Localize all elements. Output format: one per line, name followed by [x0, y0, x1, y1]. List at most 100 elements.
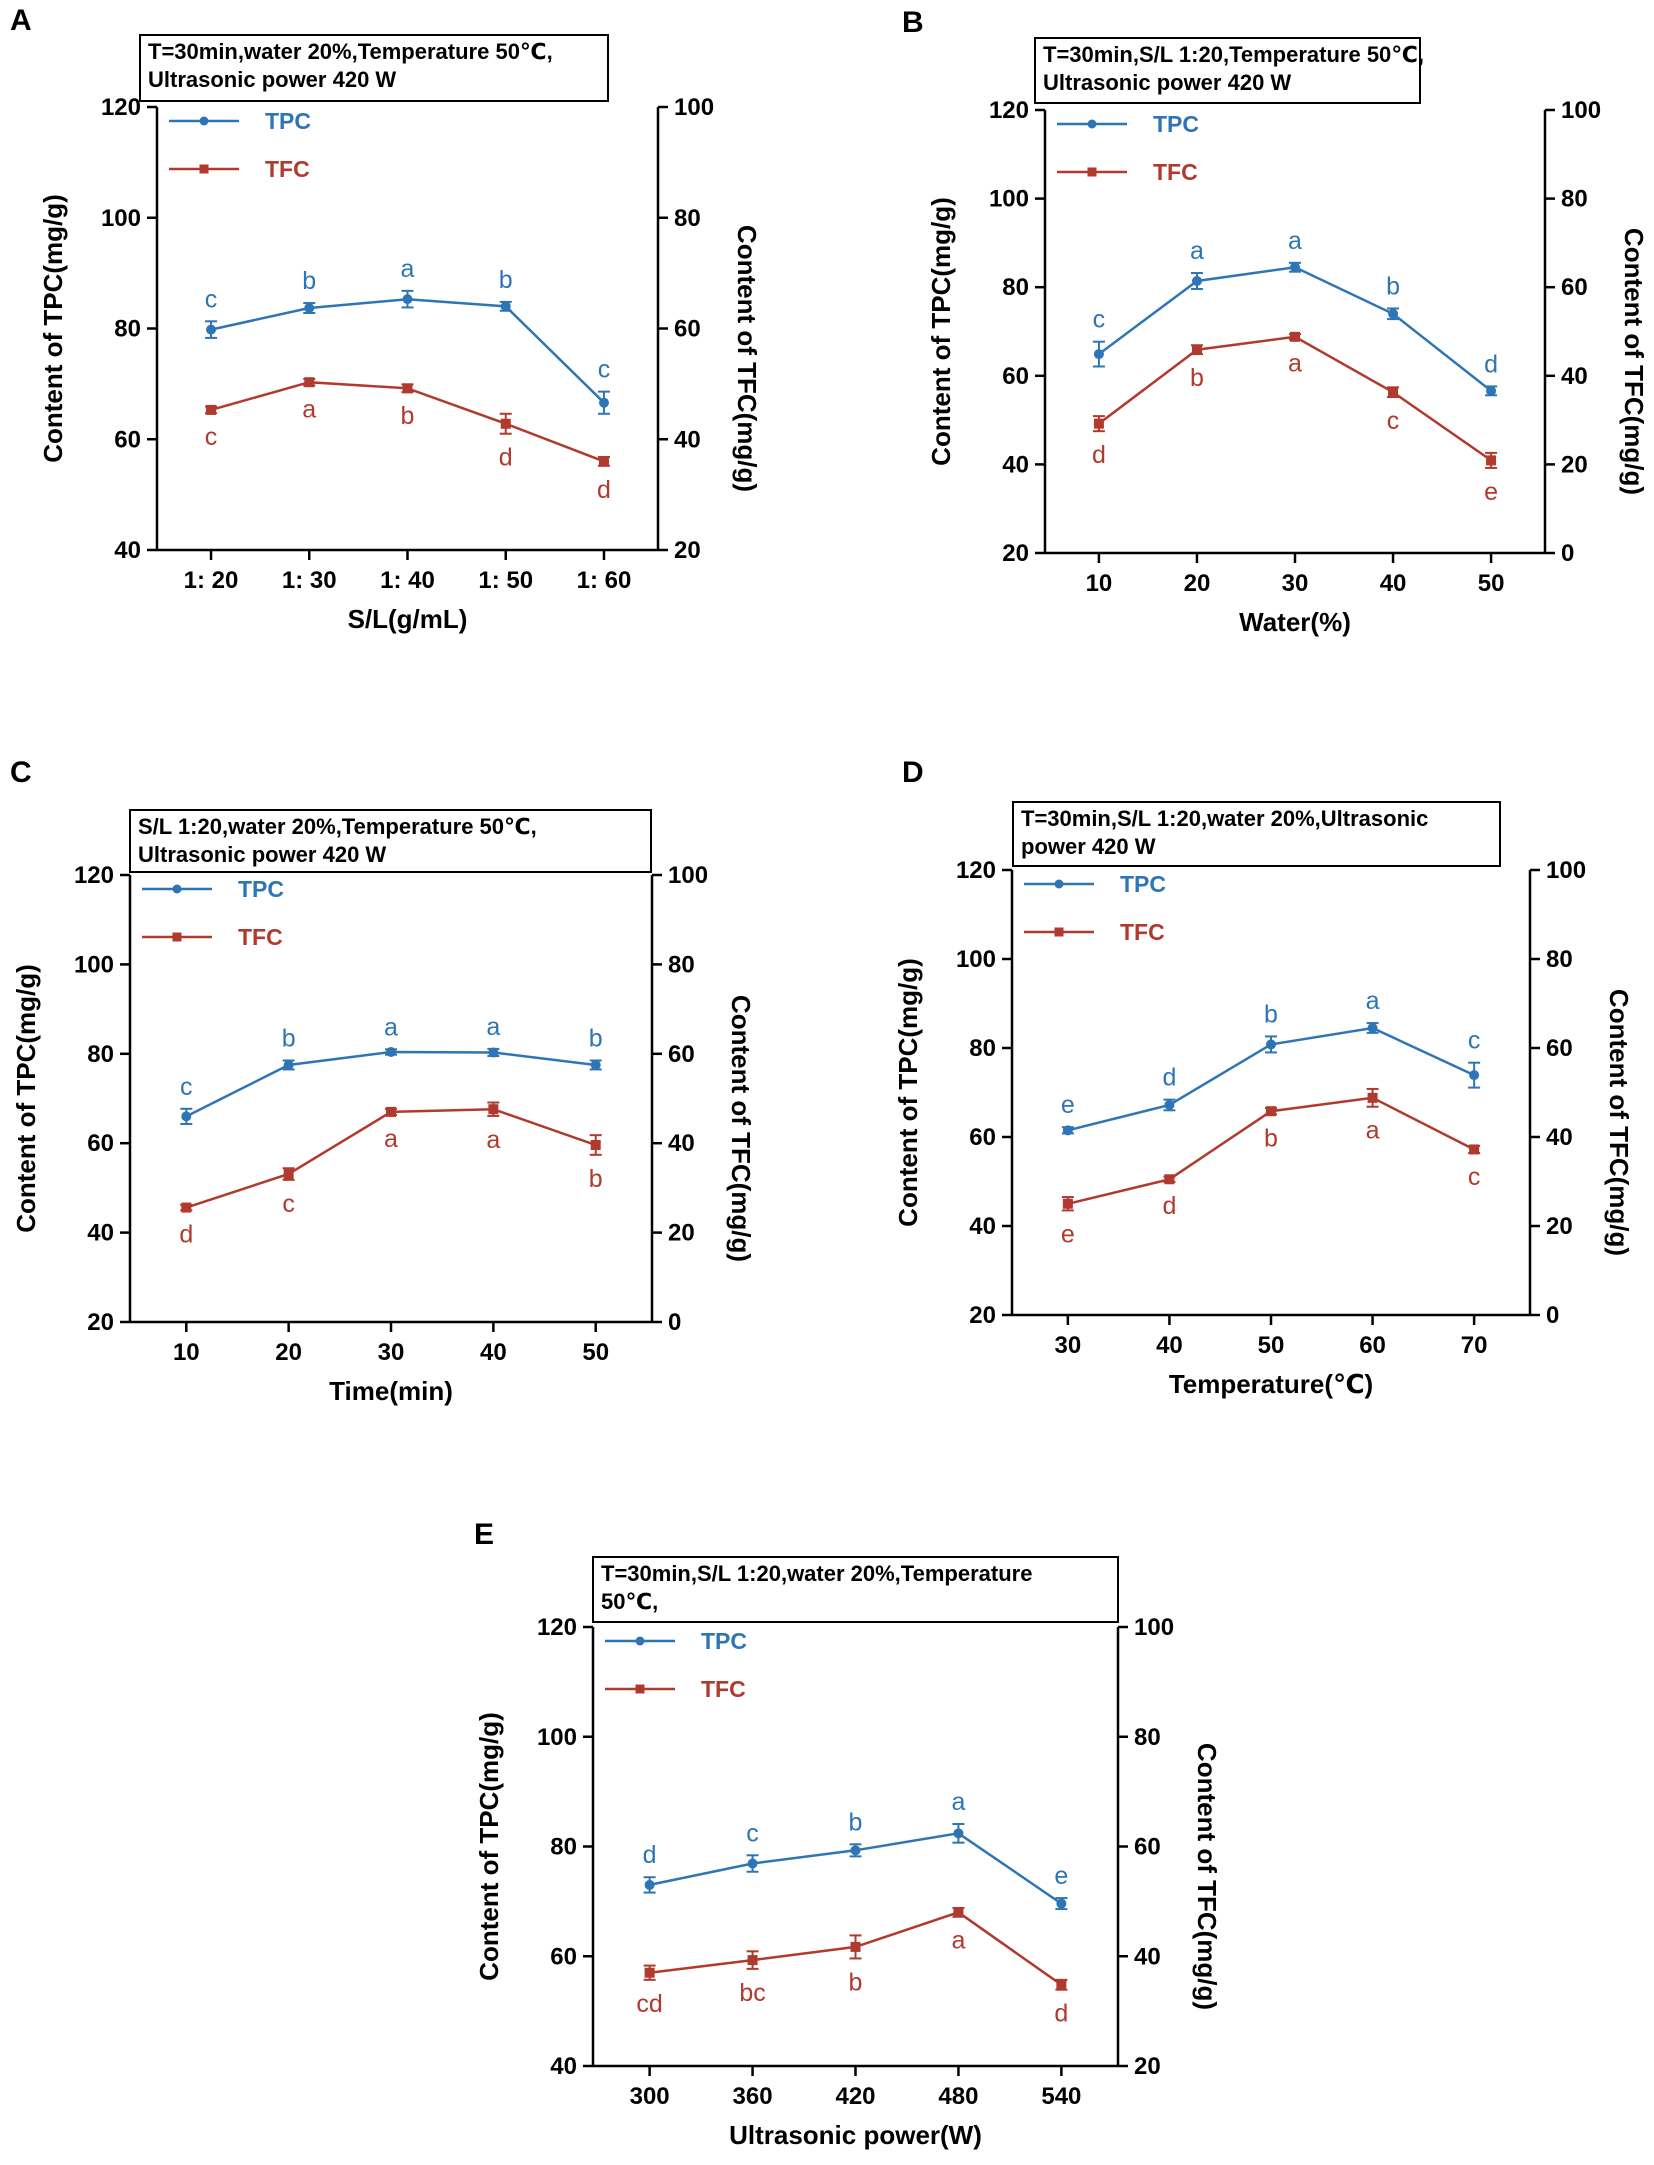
tpc-point: [1469, 1070, 1480, 1081]
tpc-sig-label: d: [643, 1841, 657, 1869]
right-tick-label: 60: [674, 316, 701, 343]
tpc-point: [1062, 1125, 1073, 1136]
condition-text-line: Ultrasonic power 420 W: [1043, 70, 1291, 95]
x-tick-label: 40: [1380, 570, 1407, 597]
right-tick-label: 60: [1134, 1834, 1161, 1861]
left-tick-label: 120: [101, 94, 141, 121]
x-tick-label: 50: [582, 1339, 609, 1366]
tfc-sig-label: b: [401, 402, 415, 430]
left-tick-label: 40: [969, 1213, 996, 1240]
tpc-sig-label: c: [1093, 306, 1106, 334]
legend-marker-tpc: [1087, 119, 1097, 129]
tfc-sig-label: c: [205, 423, 218, 451]
tpc-point: [644, 1879, 655, 1890]
x-axis-title: Water(%): [1239, 607, 1351, 637]
tpc-point: [1266, 1039, 1276, 1050]
x-tick-label: 40: [480, 1339, 507, 1366]
tpc-point: [386, 1047, 396, 1058]
legend-marker-tfc: [1054, 927, 1064, 937]
left-tick-label: 40: [1002, 451, 1029, 478]
tfc-point: [1093, 418, 1104, 429]
tpc-sig-label: c: [598, 356, 611, 384]
left-tick-label: 20: [1002, 540, 1029, 567]
tfc-sig-label: d: [1162, 1192, 1176, 1220]
tfc-point: [590, 1139, 601, 1150]
x-tick-label: 1: 20: [184, 567, 239, 594]
legend-label-tfc: TFC: [701, 1676, 746, 1702]
legend-marker-tfc: [199, 164, 209, 174]
chart-panel-a: A T=30min,water 20%,Temperature 50℃, Ultra…: [10, 4, 762, 634]
x-tick-label: 30: [378, 1339, 405, 1366]
x-tick-label: 300: [630, 2083, 670, 2110]
tfc-point: [1191, 344, 1202, 355]
condition-text-line: T=30min,S/L 1:20,Temperature 50℃,: [1043, 42, 1424, 67]
panel-letter: E: [474, 1518, 494, 1551]
tfc-sig-label: a: [1366, 1117, 1380, 1145]
legend-label-tfc: TFC: [1120, 919, 1165, 945]
legend-label-tfc: TFC: [238, 924, 283, 950]
tfc-sig-label: c: [1468, 1163, 1481, 1191]
tpc-point: [1093, 349, 1104, 360]
x-tick-label: 20: [275, 1339, 302, 1366]
legend-marker-tfc: [635, 1684, 645, 1694]
tpc-point: [953, 1828, 964, 1839]
tpc-sig-label: d: [1162, 1064, 1176, 1092]
legend-marker-tpc: [1054, 879, 1064, 889]
tfc-point: [304, 377, 315, 388]
right-tick-label: 60: [668, 1041, 695, 1068]
left-tick-label: 120: [956, 857, 996, 884]
legend-marker-tpc: [172, 884, 182, 894]
right-tick-label: 100: [1546, 857, 1586, 884]
right-tick-label: 40: [1561, 363, 1588, 390]
x-tick-label: 1: 40: [380, 567, 435, 594]
left-tick-label: 60: [969, 1124, 996, 1151]
left-tick-label: 60: [550, 1943, 577, 1970]
right-tick-label: 100: [1561, 97, 1601, 124]
x-tick-label: 30: [1282, 570, 1309, 597]
tpc-sig-label: a: [401, 255, 415, 283]
tpc-sig-label: c: [180, 1073, 193, 1101]
tfc-sig-label: b: [589, 1165, 603, 1193]
legend-marker-tfc: [172, 932, 182, 942]
tpc-point: [1367, 1022, 1378, 1033]
right-tick-label: 100: [674, 94, 714, 121]
tpc-point: [1290, 262, 1300, 273]
tpc-point: [181, 1111, 192, 1122]
condition-text-line: power 420 W: [1021, 834, 1156, 859]
chart-panel-c: C S/L 1:20,water 20%,Temperature 50℃, Ultr…: [10, 756, 756, 1406]
x-tick-label: 70: [1461, 1332, 1488, 1359]
left-tick-label: 120: [989, 97, 1029, 124]
legend-label-tpc: TPC: [1153, 111, 1199, 137]
tfc-point: [1486, 455, 1497, 466]
tfc-sig-label: cd: [636, 1990, 662, 2018]
tfc-sig-label: a: [384, 1125, 398, 1153]
chart-panel-b: B T=30min,S/L 1:20,Temperature 50℃, Ultras…: [902, 6, 1649, 637]
tfc-point: [850, 1941, 861, 1952]
x-axis-title: Time(min): [329, 1376, 453, 1406]
x-tick-label: 20: [1184, 570, 1211, 597]
x-tick-label: 10: [1086, 570, 1113, 597]
left-tick-label: 60: [87, 1130, 114, 1157]
right-tick-label: 40: [1134, 1943, 1161, 1970]
tpc-point: [747, 1858, 758, 1869]
tpc-sig-label: a: [384, 1013, 398, 1041]
left-tick-label: 80: [114, 316, 141, 343]
tfc-point: [488, 1104, 499, 1115]
x-tick-label: 50: [1258, 1332, 1285, 1359]
tpc-sig-label: b: [499, 266, 513, 294]
tpc-point: [488, 1047, 499, 1058]
tfc-sig-label: d: [597, 476, 611, 504]
tpc-point: [402, 294, 413, 305]
x-tick-label: 50: [1478, 570, 1505, 597]
condition-text-line: Ultrasonic power 420 W: [138, 842, 386, 867]
tpc-sig-label: a: [486, 1013, 500, 1041]
x-tick-label: 1: 30: [282, 567, 337, 594]
left-axis-title: Content of TPC(mg/g): [893, 958, 923, 1227]
tfc-sig-label: a: [951, 1927, 965, 1955]
tpc-point: [850, 1845, 861, 1856]
left-tick-label: 80: [1002, 274, 1029, 301]
left-tick-label: 100: [537, 1724, 577, 1751]
left-tick-label: 100: [101, 205, 141, 232]
right-tick-label: 80: [1546, 946, 1573, 973]
